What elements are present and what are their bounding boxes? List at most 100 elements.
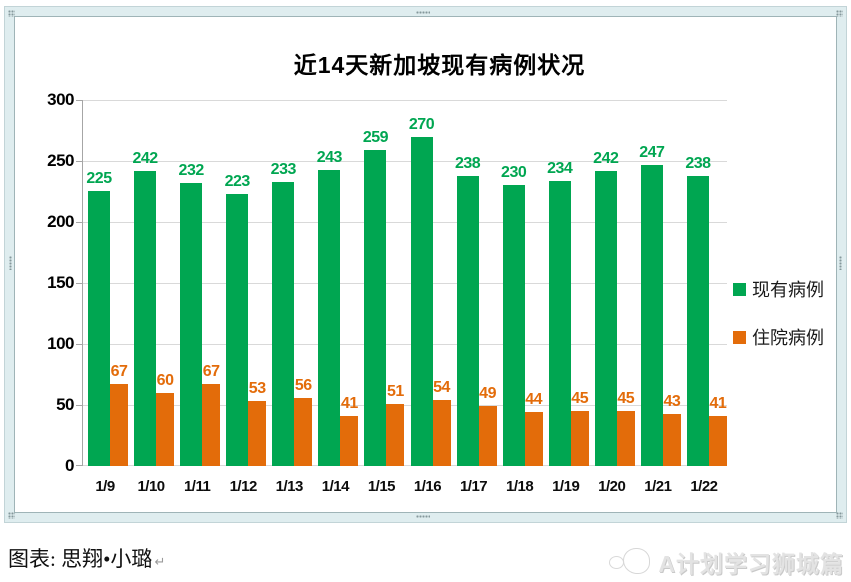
bar-value-label: 247 (639, 144, 665, 161)
bar-group-1/13: 233 56 (267, 100, 313, 466)
y-tick-200 (76, 221, 83, 223)
legend-label: 住院病例 (752, 328, 824, 348)
bar-value-label: 41 (709, 395, 727, 412)
bar-value-label: 232 (178, 162, 205, 179)
x-axis-label-1/11: 1/11 (183, 478, 211, 495)
y-tick-300 (76, 99, 83, 101)
y-axis-label-50: 50 (56, 395, 74, 414)
bar-value-label: 233 (270, 161, 297, 178)
bar-value-label: 44 (525, 391, 543, 408)
bar-value-label: 223 (224, 173, 251, 190)
bar-value-label: 67 (110, 363, 128, 380)
bar-value-label: 242 (132, 150, 158, 167)
bar-住院病例-1/11 (202, 384, 221, 466)
bar-现有病例-1/17 (456, 176, 479, 466)
y-tick-150 (76, 282, 83, 284)
bar-住院病例-1/13 (294, 398, 313, 466)
bar-group-1/16: 270 54 (406, 100, 452, 466)
gridline-150 (83, 282, 727, 284)
x-axis-label-1/20: 1/20 (598, 478, 626, 495)
bubble-small (609, 556, 625, 569)
x-axis-label-1/12: 1/12 (229, 478, 258, 495)
bar-group-1/12: 223 53 (221, 100, 267, 466)
bar-value-label: 51 (387, 383, 404, 400)
bar-value-label: 225 (86, 170, 112, 187)
legend-item-existing-cases: 现有病例 (733, 276, 824, 302)
gridline-300 (83, 99, 727, 101)
bar-group-1/18: 230 44 (498, 100, 544, 466)
chart-credit: 图表: 思翔•小璐 ↵ (8, 543, 165, 573)
bar-住院病例-1/15 (386, 404, 405, 466)
bar-现有病例-1/14 (318, 170, 341, 466)
y-axis-label-100: 100 (47, 334, 74, 353)
y-tick-250 (76, 160, 83, 162)
bar-住院病例-1/12 (248, 401, 267, 466)
y-tick-0 (76, 465, 83, 466)
x-axis-label-1/9: 1/9 (95, 478, 115, 495)
x-axis-label-1/21: 1/21 (644, 478, 672, 495)
bubble-big (623, 548, 651, 574)
chart-title: 近14天新加坡现有病例状况 (293, 52, 586, 78)
selection-handle[interactable] (836, 10, 843, 17)
bar-value-label: 53 (248, 380, 266, 397)
selection-handle[interactable] (8, 10, 15, 17)
legend-item-hospitalized-cases: 住院病例 (733, 324, 824, 350)
bar-现有病例-1/20 (594, 171, 617, 466)
x-axis-label-1/15: 1/15 (367, 478, 396, 495)
bar-value-label: 230 (501, 164, 527, 181)
bar-value-label: 238 (454, 155, 481, 172)
y-tick-50 (76, 404, 83, 406)
bar-group-1/15: 259 51 (359, 100, 405, 466)
bar-现有病例-1/16 (410, 137, 433, 466)
chat-bubbles-logo-icon (606, 546, 652, 578)
bar-value-label: 234 (547, 160, 573, 177)
legend-swatch-green (733, 282, 746, 296)
bar-住院病例-1/21 (662, 414, 681, 466)
selection-handle[interactable] (8, 512, 15, 519)
selection-handle[interactable] (9, 256, 12, 270)
y-axis-label-300: 300 (47, 90, 74, 109)
bar-住院病例-1/16 (432, 400, 451, 466)
x-axis-label-1/13: 1/13 (275, 478, 304, 495)
gridline-100 (83, 343, 727, 345)
y-axis-label-150: 150 (47, 273, 74, 292)
selection-handle[interactable] (836, 512, 843, 519)
y-tick-100 (76, 343, 83, 345)
x-axis-label-1/18: 1/18 (506, 478, 534, 495)
bar-value-label: 270 (408, 116, 435, 133)
bar-group-1/17: 238 49 (452, 100, 498, 466)
bar-住院病例-1/10 (156, 393, 175, 466)
selected-chart-image[interactable]: 近14天新加坡现有病例状况 0 50 100 150 200 250 300 225 67 242… (4, 6, 847, 523)
bar-value-label: 49 (479, 385, 496, 402)
bar-group-1/10: 242 60 (129, 100, 175, 466)
x-axis-label-1/22: 1/22 (690, 478, 718, 495)
selection-handle[interactable] (416, 11, 430, 14)
bar-现有病例-1/12 (226, 194, 249, 466)
bar-value-label: 54 (433, 379, 450, 396)
y-axis-label-0: 0 (65, 456, 74, 475)
bar-住院病例-1/22 (708, 416, 727, 466)
x-axis-label-1/14: 1/14 (321, 478, 350, 495)
bar-住院病例-1/18 (524, 412, 543, 466)
bar-现有病例-1/21 (640, 165, 663, 466)
bar-住院病例-1/20 (616, 411, 635, 466)
x-axis-label-1/17: 1/17 (459, 478, 488, 495)
bar-现有病例-1/11 (180, 183, 203, 466)
watermark-text: A计划学习狮城篇 (658, 551, 844, 577)
selection-handle[interactable] (416, 515, 430, 518)
legend: 现有病例 住院病例 (733, 276, 824, 372)
y-axis-label-200: 200 (47, 212, 74, 231)
bar-现有病例-1/22 (686, 176, 709, 466)
gridline-50 (83, 404, 727, 406)
bar-group-1/9: 225 67 (83, 100, 129, 466)
y-axis-label-250: 250 (47, 151, 74, 170)
x-axis-line (83, 465, 727, 466)
legend-label: 现有病例 (752, 280, 824, 300)
bar-group-1/19: 234 45 (544, 100, 590, 466)
bar-group-1/20: 242 45 (590, 100, 636, 466)
x-axis-label-1/19: 1/19 (552, 478, 580, 495)
selection-handle[interactable] (839, 256, 842, 270)
bar-value-label: 60 (156, 372, 174, 389)
bar-现有病例-1/18 (502, 185, 525, 466)
